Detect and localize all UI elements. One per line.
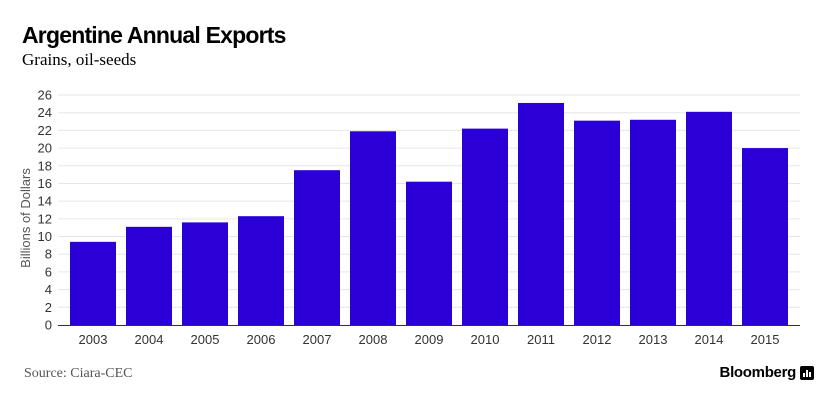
y-axis-label: Billions of Dollars [18, 168, 33, 268]
brand-name: Bloomberg [719, 364, 797, 381]
y-tick-label: 18 [38, 158, 52, 173]
bloomberg-chart-icon [800, 365, 814, 380]
bars [70, 102, 788, 326]
y-tick-label: 12 [38, 211, 52, 226]
x-tick-label: 2006 [247, 332, 276, 347]
bar-2008 [350, 131, 396, 325]
x-tick-label: 2009 [415, 332, 444, 347]
bar-2010 [462, 128, 508, 325]
bar-2003 [70, 241, 116, 325]
x-tick-label: 2005 [191, 332, 220, 347]
x-tick-label: 2013 [639, 332, 668, 347]
chart-subtitle: Grains, oil-seeds [22, 50, 137, 69]
y-tick-label: 22 [38, 123, 52, 138]
x-tick-label: 2004 [135, 332, 164, 347]
bar-2007 [294, 170, 340, 325]
y-tick-label: 14 [38, 194, 52, 209]
y-tick-label: 10 [38, 229, 52, 244]
bar-2015 [742, 148, 788, 325]
brand-logo: Bloomberg [720, 364, 814, 381]
bar-2011 [518, 102, 564, 325]
y-tick-label: 16 [38, 176, 52, 191]
y-tick-label: 20 [38, 141, 52, 156]
y-tick-label: 4 [45, 282, 52, 297]
y-tick-label: 6 [45, 264, 52, 279]
x-tick-label: 2008 [359, 332, 388, 347]
bar-2005 [182, 222, 228, 325]
bar-2014 [686, 111, 732, 325]
x-tick-label: 2003 [79, 332, 108, 347]
source-note: Source: Ciara-CEC [24, 366, 133, 381]
x-axis-ticks: 2003 2004 2005 2006 2007 2008 2009 2010 2011 2012… [79, 332, 780, 347]
bar-2009 [406, 181, 452, 325]
bar-2006 [238, 216, 284, 325]
bar-2012 [574, 120, 620, 326]
x-tick-label: 2015 [751, 332, 780, 347]
bar-2004 [126, 226, 172, 325]
x-tick-label: 2007 [303, 332, 332, 347]
x-tick-label: 2014 [695, 332, 724, 347]
chart-title: Argentine Annual Exports [22, 22, 286, 48]
x-tick-label: 2011 [527, 332, 555, 347]
y-tick-label: 0 [45, 318, 52, 333]
y-tick-label: 8 [45, 247, 52, 262]
y-tick-label: 2 [45, 300, 52, 315]
y-tick-label: 26 [38, 88, 52, 103]
x-tick-label: 2012 [583, 332, 612, 347]
x-tick-label: 2010 [471, 332, 500, 347]
y-tick-label: 24 [38, 105, 52, 120]
bar-2013 [630, 119, 676, 326]
